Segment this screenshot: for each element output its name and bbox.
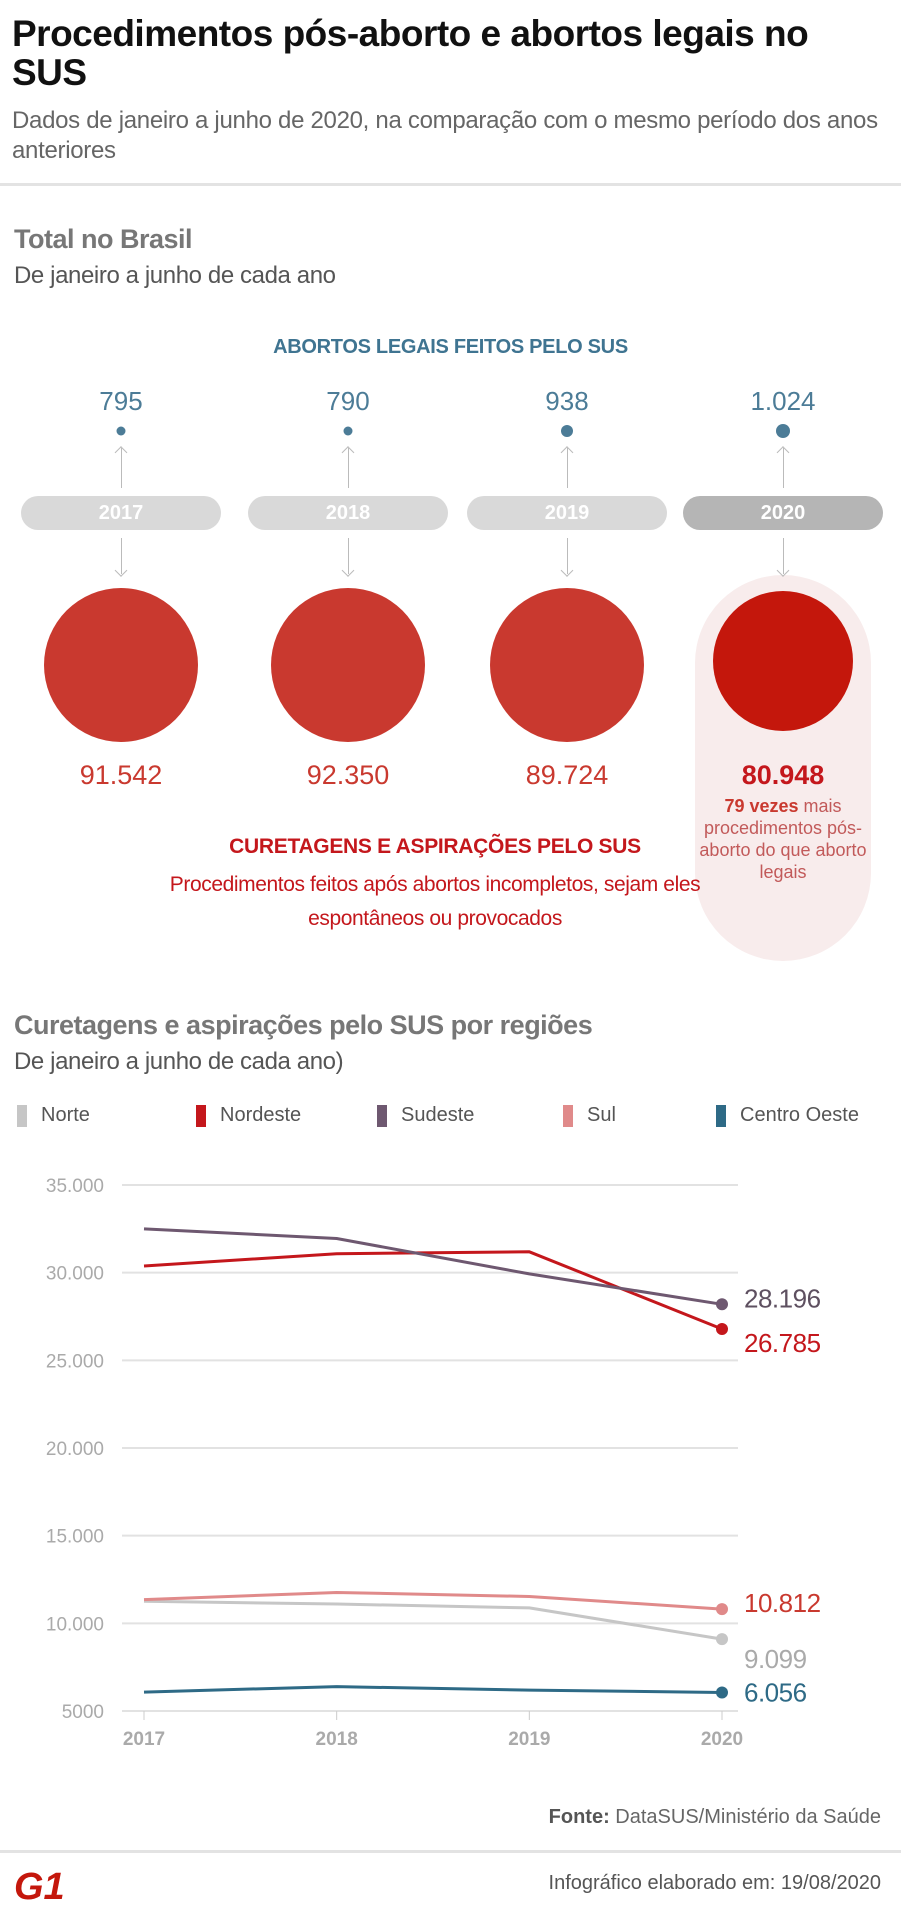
y-tick-label: 10.000 — [46, 1614, 104, 1635]
connector-line — [121, 538, 122, 574]
series-end-point — [716, 1633, 728, 1646]
arrow-down-icon — [560, 564, 574, 577]
note-bold: 79 vezes — [724, 796, 799, 816]
legend-item: Norte — [17, 1104, 90, 1127]
curetagens-value: 80.948 — [741, 760, 825, 790]
series-end-point — [716, 1686, 728, 1699]
series-end-point — [716, 1603, 728, 1616]
legend-item: Sul — [563, 1104, 616, 1127]
year-column: 795 2017 91.542 — [21, 0, 221, 980]
connector-line — [567, 448, 568, 488]
y-tick-label: 35.000 — [46, 1176, 104, 1197]
arrow-down-icon — [114, 564, 128, 577]
curetagens-circle — [271, 588, 425, 742]
legal-abortions-value: 795 — [99, 386, 143, 416]
legend-swatch — [377, 1104, 387, 1127]
series-line-centro-oeste — [143, 1685, 723, 1694]
year-column: 938 2019 89.724 — [467, 0, 667, 980]
series-end-label: 9.099 — [744, 1644, 807, 1674]
chart-subtitle: De janeiro a junho de cada ano) — [14, 1048, 344, 1075]
legal-dot — [116, 426, 126, 436]
legal-dot — [343, 426, 353, 436]
source: Fonte: DataSUS/Ministério da Saúde — [549, 1806, 881, 1829]
year-column: 790 2018 92.350 — [248, 0, 448, 980]
year-pill: 2020 — [683, 496, 883, 530]
legal-dot — [561, 425, 573, 437]
curetagens-description: Procedimentos feitos após abortos incomp… — [169, 873, 701, 930]
note-text: mais procedimentos pós-aborto do que abo… — [699, 796, 867, 882]
page-title: Procedimentos pós-aborto e abortos legai… — [12, 13, 809, 93]
connector-line — [783, 538, 784, 574]
y-tick-label: 30.000 — [46, 1264, 104, 1285]
legal-abortions-value: 938 — [545, 386, 589, 416]
series-end-label: 26.785 — [744, 1328, 821, 1358]
y-tick-label: 25.000 — [46, 1351, 104, 1372]
legend-label: Sul — [587, 1104, 616, 1126]
y-tick-label: 15.000 — [46, 1527, 104, 1548]
connector-line — [567, 538, 568, 574]
legend-label: Nordeste — [220, 1104, 302, 1126]
legal-abortions-value: 1.024 — [750, 386, 816, 416]
legend-label: Norte — [41, 1104, 90, 1126]
x-tick-label: 2017 — [123, 1729, 165, 1750]
legend-item: Nordeste — [196, 1104, 301, 1127]
svg-text:G1: G1 — [14, 1866, 65, 1904]
x-tick-label: 2018 — [316, 1729, 358, 1750]
made-date: Infográfico elaborado em: 19/08/2020 — [548, 1872, 881, 1894]
divider — [0, 183, 901, 186]
curetagens-circle — [490, 588, 644, 742]
source-label: Fonte: — [548, 1806, 610, 1828]
year-pill: 2017 — [21, 496, 221, 530]
year-pill: 2019 — [467, 496, 667, 530]
connector-line — [783, 448, 784, 488]
connector-line — [348, 538, 349, 574]
chart-title: Curetagens e aspirações pelo SUS por reg… — [14, 1010, 593, 1040]
line-chart: 35.000 30.000 25.000 20.000 15.000 10.000 5000… — [46, 1176, 821, 1750]
legal-abortions-heading: ABORTOS LEGAIS FEITOS PELO SUS — [273, 336, 628, 358]
legend-item: Sudeste — [377, 1104, 474, 1127]
series-end-label: 10.812 — [744, 1588, 821, 1618]
curetagens-heading: CURETAGENS E ASPIRAÇÕES PELO SUS — [229, 835, 641, 858]
x-tick-label: 2019 — [508, 1729, 550, 1750]
curetagens-value: 91.542 — [79, 760, 163, 790]
legend-label: Sudeste — [401, 1104, 475, 1126]
comparison-note: 79 vezes mais procedimentos pós-aborto d… — [695, 795, 871, 883]
legend-label: Centro Oeste — [740, 1104, 859, 1126]
source-text: DataSUS/Ministério da Saúde — [609, 1806, 881, 1828]
legal-dot — [776, 424, 790, 438]
year-column: 1.024 2020 80.948 — [683, 0, 883, 980]
arrow-down-icon — [776, 564, 790, 577]
curetagens-value: 92.350 — [306, 760, 390, 790]
curetagens-value: 89.724 — [525, 760, 609, 790]
series-end-label: 28.196 — [744, 1283, 821, 1313]
g1-logo: G1 — [14, 1866, 65, 1904]
footer-divider — [0, 1850, 901, 1853]
series-line-norte — [143, 1599, 723, 1641]
y-tick-label: 5000 — [62, 1702, 104, 1723]
year-pill: 2018 — [248, 496, 448, 530]
section-subtitle: De janeiro a junho de cada ano — [14, 262, 336, 289]
legend-swatch — [563, 1104, 573, 1127]
series-line-sudeste — [143, 1227, 723, 1306]
page-subtitle: Dados de janeiro a junho de 2020, na com… — [12, 107, 878, 164]
section-title: Total no Brasil — [14, 224, 193, 254]
curetagens-circle — [44, 588, 198, 742]
arrow-down-icon — [341, 564, 355, 577]
x-tick-label: 2020 — [701, 1729, 743, 1750]
series-line-sul — [143, 1590, 723, 1611]
legend-swatch — [716, 1104, 726, 1127]
curetagens-circle — [713, 591, 853, 731]
legal-abortions-value: 790 — [326, 386, 370, 416]
legend-swatch — [17, 1104, 27, 1127]
series-end-point — [716, 1323, 728, 1336]
legend-swatch — [196, 1104, 206, 1127]
y-tick-label: 20.000 — [46, 1439, 104, 1460]
connector-line — [121, 448, 122, 488]
series-end-point — [716, 1298, 728, 1311]
legend-item: Centro Oeste — [716, 1104, 859, 1127]
series-end-label: 6.056 — [744, 1677, 807, 1707]
connector-line — [348, 448, 349, 488]
